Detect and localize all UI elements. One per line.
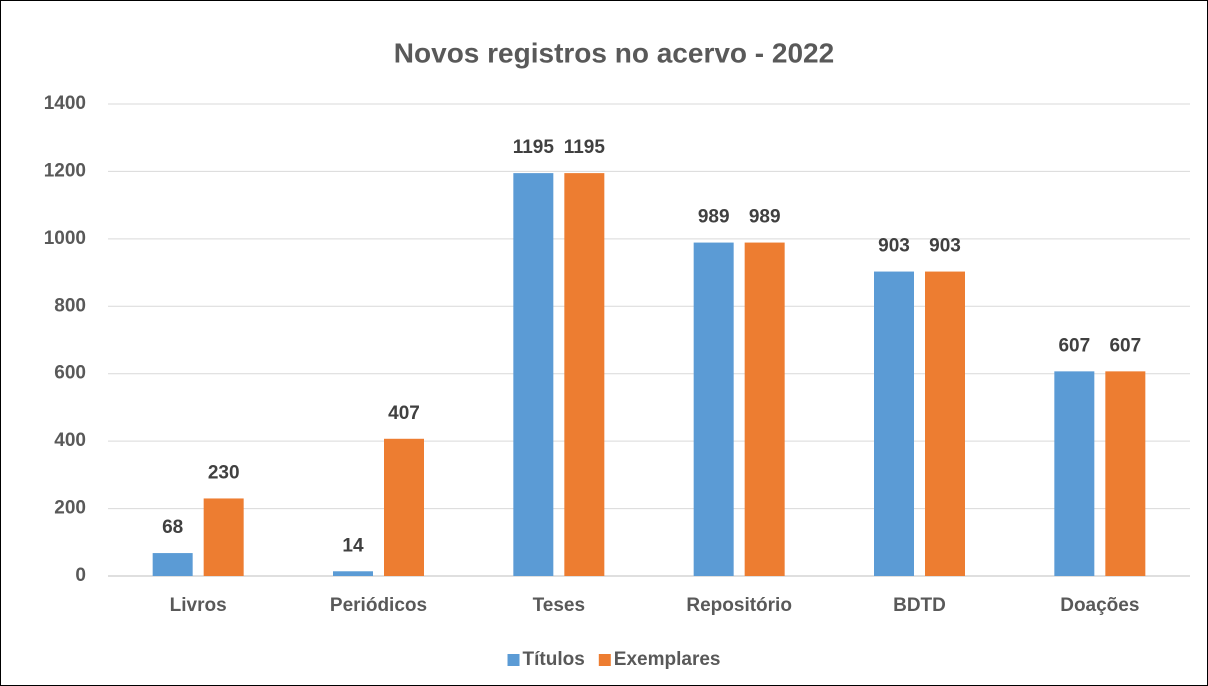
- bar: [874, 271, 914, 576]
- data-label: 903: [929, 236, 961, 257]
- bar: [1105, 371, 1146, 576]
- y-tick-label: 1000: [44, 228, 86, 249]
- data-label: 989: [698, 207, 730, 228]
- bar: [1054, 371, 1095, 576]
- bar: [744, 242, 785, 576]
- x-tick-label: Teses: [533, 595, 585, 616]
- y-tick-label: 600: [54, 363, 86, 384]
- data-label: 1195: [513, 137, 555, 158]
- legend-label: Exemplares: [614, 649, 721, 670]
- data-label: 230: [208, 462, 240, 483]
- y-tick-label: 1400: [44, 93, 86, 114]
- legend-swatch: [598, 654, 611, 666]
- x-tick-label: Repositório: [686, 595, 792, 616]
- y-tick-label: 800: [54, 295, 86, 316]
- y-tick-label: 400: [54, 430, 86, 451]
- bar: [384, 438, 424, 576]
- legend-label: Títulos: [523, 649, 585, 670]
- bar: [925, 271, 965, 576]
- data-label: 607: [1109, 335, 1141, 356]
- legend-swatch: [507, 654, 520, 666]
- y-tick-label: 1200: [44, 160, 86, 181]
- data-label: 989: [749, 207, 781, 228]
- data-label: 903: [878, 236, 910, 257]
- bar: [693, 242, 734, 576]
- chart-title: Novos registros no acervo - 2022: [394, 37, 834, 68]
- y-tick-label: 200: [54, 498, 86, 519]
- x-tick-label: Livros: [170, 595, 227, 616]
- bar: [564, 173, 605, 576]
- y-tick-label: 0: [75, 565, 86, 586]
- bar: [203, 498, 244, 576]
- data-label: 407: [388, 403, 420, 424]
- x-tick-label: Doações: [1060, 595, 1139, 616]
- x-tick-label: BDTD: [893, 595, 946, 616]
- data-label: 1195: [564, 137, 606, 158]
- bar: [333, 571, 373, 576]
- x-tick-label: Periódicos: [330, 595, 427, 616]
- bar: [513, 173, 554, 576]
- bar: [152, 553, 193, 576]
- data-label: 14: [342, 535, 364, 556]
- data-label: 68: [162, 517, 183, 538]
- data-label: 607: [1058, 335, 1090, 356]
